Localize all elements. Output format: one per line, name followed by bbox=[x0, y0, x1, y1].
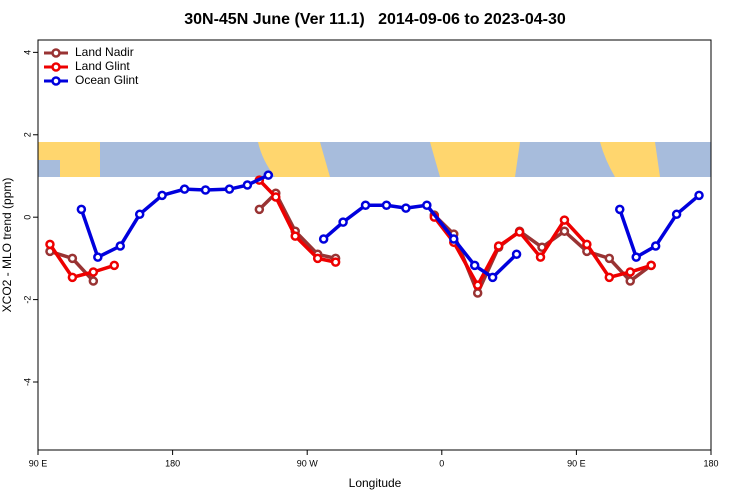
x-tick-label: 90 W bbox=[297, 458, 319, 468]
data-point bbox=[535, 252, 546, 262]
data-point bbox=[422, 200, 432, 210]
x-tick-label: 0 bbox=[439, 458, 444, 468]
data-point bbox=[93, 252, 103, 262]
y-axis-label: XCO2 - MLO trend (ppm) bbox=[0, 178, 14, 313]
y-tick-label: 0 bbox=[22, 215, 32, 220]
data-point bbox=[67, 253, 78, 264]
data-point bbox=[582, 239, 592, 250]
data-point bbox=[115, 241, 126, 251]
data-point bbox=[449, 234, 459, 244]
data-point bbox=[604, 272, 615, 283]
y-tick-label: -2 bbox=[22, 296, 32, 304]
data-point bbox=[88, 276, 99, 286]
data-point bbox=[45, 239, 55, 250]
data-point bbox=[200, 185, 211, 195]
legend-label: Ocean Glint bbox=[75, 73, 139, 87]
series-line bbox=[322, 203, 518, 280]
data-point bbox=[263, 170, 274, 180]
data-point bbox=[493, 241, 504, 251]
data-point bbox=[242, 180, 253, 190]
data-point bbox=[134, 209, 145, 220]
y-tick-label: 2 bbox=[22, 132, 32, 137]
data-point bbox=[646, 260, 656, 271]
data-point bbox=[88, 267, 99, 277]
legend-label: Land Nadir bbox=[75, 45, 134, 59]
data-point bbox=[625, 276, 635, 286]
data-point bbox=[67, 272, 78, 283]
data-point bbox=[338, 217, 348, 227]
data-point bbox=[472, 280, 483, 290]
chart-title: 30N-45N June (Ver 11.1) 2014-09-06 to 20… bbox=[184, 11, 566, 28]
x-tick-label: 180 bbox=[165, 458, 180, 468]
data-point bbox=[514, 227, 525, 237]
data-point bbox=[330, 257, 341, 267]
data-point bbox=[109, 260, 120, 271]
data-point bbox=[401, 203, 411, 213]
y-tick-label: -4 bbox=[22, 378, 32, 386]
legend-label: Land Glint bbox=[75, 59, 130, 73]
series-line bbox=[258, 178, 336, 264]
data-point bbox=[312, 253, 323, 264]
data-point bbox=[625, 267, 635, 277]
x-tick-label: 90 E bbox=[567, 458, 586, 468]
data-point bbox=[511, 249, 522, 260]
series-line bbox=[258, 190, 337, 261]
data-point bbox=[559, 215, 570, 225]
data-point bbox=[631, 252, 641, 262]
x-axis-label: Longitude bbox=[349, 476, 402, 490]
data-point bbox=[179, 184, 190, 194]
data-point bbox=[650, 241, 661, 251]
data-point bbox=[671, 209, 682, 220]
series-line bbox=[48, 243, 115, 280]
data-point bbox=[604, 253, 615, 264]
data-point bbox=[381, 200, 392, 210]
series-line bbox=[432, 216, 652, 289]
legend-marker bbox=[51, 48, 61, 58]
legend-marker bbox=[51, 62, 61, 72]
data-point bbox=[472, 288, 483, 298]
data-point bbox=[615, 204, 625, 215]
x-tick-label: 90 E bbox=[29, 458, 48, 468]
data-point bbox=[694, 190, 704, 201]
data-point bbox=[157, 190, 167, 201]
data-point bbox=[224, 184, 235, 194]
x-tick-label: 180 bbox=[703, 458, 718, 468]
series-line bbox=[79, 173, 270, 260]
data-point bbox=[487, 272, 498, 283]
plot-frame bbox=[37, 39, 712, 451]
data-point bbox=[271, 192, 281, 202]
data-point bbox=[254, 204, 265, 215]
data-point bbox=[559, 226, 570, 236]
data-point bbox=[290, 231, 300, 241]
y-tick-label: 4 bbox=[22, 50, 32, 55]
data-point bbox=[469, 260, 480, 271]
data-point bbox=[76, 204, 87, 215]
map-band bbox=[38, 142, 711, 177]
data-point bbox=[360, 200, 371, 210]
legend-marker bbox=[51, 76, 61, 86]
data-point bbox=[318, 234, 329, 244]
